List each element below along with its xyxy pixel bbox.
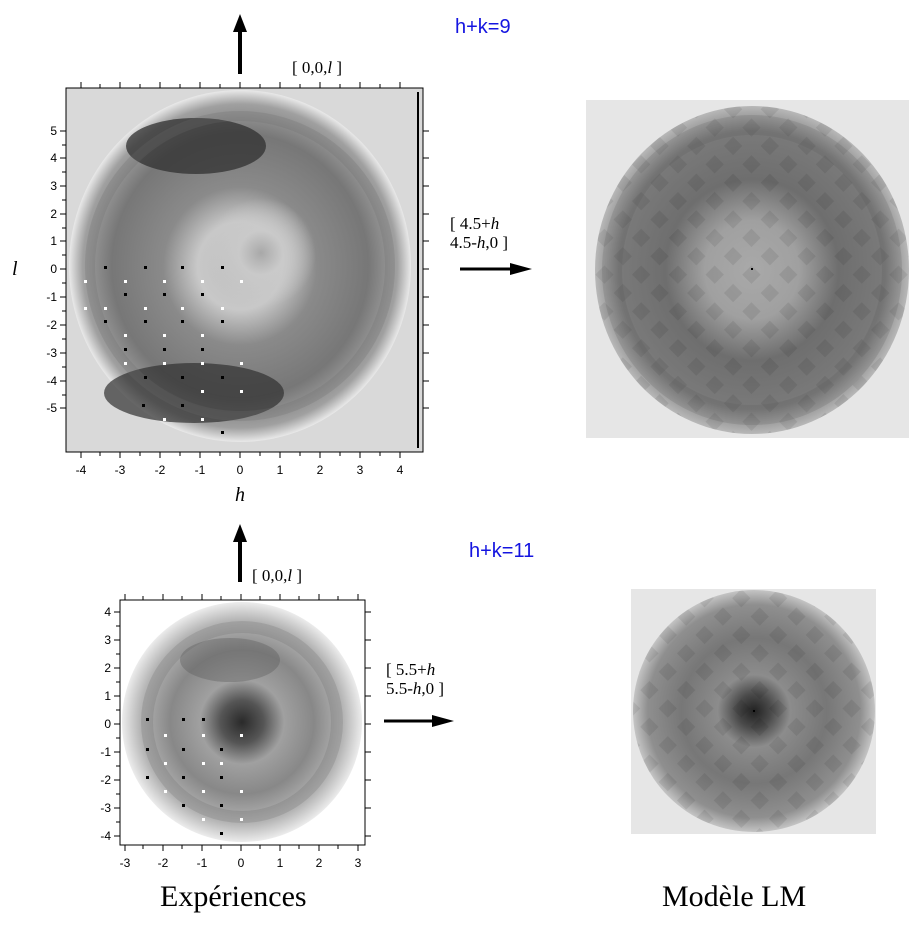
model-map-bottom bbox=[631, 589, 876, 834]
y-tick-label: -5 bbox=[46, 401, 57, 415]
y-tick-label: -1 bbox=[100, 745, 111, 759]
y-tick-label: 3 bbox=[50, 179, 57, 193]
x-tick-label: -2 bbox=[157, 856, 169, 870]
experiment-map-top bbox=[66, 88, 423, 452]
x-tick-label: 0 bbox=[236, 463, 244, 477]
y-tick-label: -4 bbox=[100, 829, 111, 843]
x-tick-label: -3 bbox=[114, 463, 126, 477]
condition-label-bottom: h+k=11 bbox=[469, 540, 535, 562]
caption-model: Modèle LM bbox=[662, 880, 807, 913]
y-tick-label: 1 bbox=[104, 689, 111, 703]
arrow-up-icon-bottom bbox=[233, 524, 247, 582]
y-tick-label: -4 bbox=[46, 374, 57, 388]
x-axis-label-top: h bbox=[235, 484, 245, 506]
x-tick-label: -1 bbox=[194, 463, 206, 477]
y-tick-label: 4 bbox=[104, 605, 111, 619]
horizontal-vector-label-bottom: [ 5.5+h 5.5-h,0 ] bbox=[386, 660, 445, 698]
y-tick-label: -2 bbox=[46, 318, 57, 332]
x-tick-label: -3 bbox=[119, 856, 131, 870]
arrow-right-icon-top bbox=[460, 263, 532, 275]
y-tick-label: -3 bbox=[46, 346, 57, 360]
vertical-axis-label-bottom: [ 0,0,l ] bbox=[252, 566, 303, 585]
y-tick-label: 4 bbox=[50, 151, 57, 165]
condition-label-top: h+k=9 bbox=[455, 16, 511, 38]
caption-experiments: Expériences bbox=[160, 880, 307, 913]
horizontal-vector-label-top: [ 4.5+h 4.5-h,0 ] bbox=[450, 214, 509, 252]
y-tick-label: -1 bbox=[46, 290, 57, 304]
axes-frame-top bbox=[60, 82, 429, 458]
x-tick-label: -2 bbox=[154, 463, 166, 477]
y-tick-label: 5 bbox=[50, 124, 57, 138]
x-tick-label: 2 bbox=[316, 463, 324, 477]
x-tick-label: 1 bbox=[276, 856, 284, 870]
arrow-up-icon-top bbox=[233, 14, 247, 74]
vertical-axis-label-top: [ 0,0,l ] bbox=[292, 58, 343, 77]
y-tick-label: -2 bbox=[100, 773, 111, 787]
experiment-map-bottom bbox=[120, 600, 365, 845]
y-tick-label: 1 bbox=[50, 234, 57, 248]
y-tick-label: 0 bbox=[50, 262, 57, 276]
x-tick-label: -4 bbox=[75, 463, 87, 477]
x-tick-label: -1 bbox=[196, 856, 208, 870]
model-map-top bbox=[586, 100, 909, 438]
x-tick-label: 2 bbox=[315, 856, 323, 870]
y-tick-label: -3 bbox=[100, 801, 111, 815]
x-tick-label: 3 bbox=[354, 856, 362, 870]
y-tick-label: 3 bbox=[104, 633, 111, 647]
y-tick-label: 0 bbox=[104, 717, 111, 731]
x-tick-label: 1 bbox=[276, 463, 284, 477]
y-tick-label: 2 bbox=[104, 661, 111, 675]
y-tick-label: 2 bbox=[50, 207, 57, 221]
x-tick-label: 3 bbox=[356, 463, 364, 477]
arrow-right-icon-bottom bbox=[384, 715, 454, 727]
x-tick-label: 0 bbox=[237, 856, 245, 870]
x-tick-label: 4 bbox=[396, 463, 404, 477]
y-axis-label-top: l bbox=[12, 258, 18, 280]
